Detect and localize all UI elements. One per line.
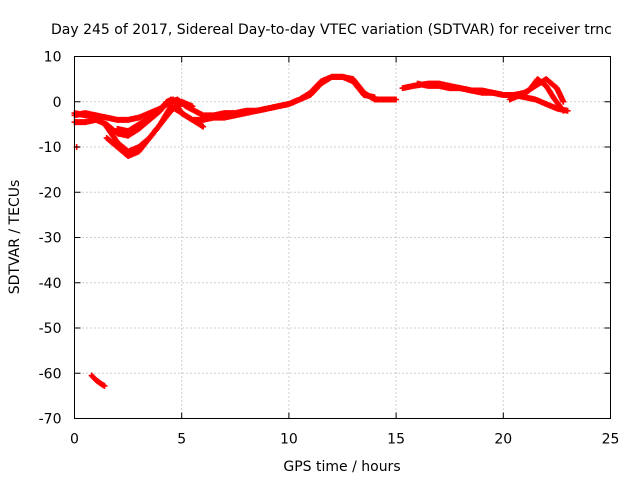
x-axis-label: GPS time / hours	[283, 459, 400, 475]
y-tick-label: -70	[39, 412, 62, 428]
y-tick-label: -60	[39, 366, 62, 382]
y-tick-label: -20	[39, 185, 62, 201]
y-tick-label: -40	[39, 276, 62, 292]
axis-ticks: 0 5 10 15 20 25 10 0 -10 -20 -30 -40 -50 -60 -70	[39, 50, 620, 448]
data-point	[393, 96, 400, 103]
x-tick-label: 20	[494, 432, 512, 448]
y-axis-label: SDTVAR / TECUs	[7, 180, 23, 295]
y-tick-label: -50	[39, 321, 62, 337]
grid	[74, 56, 611, 419]
y-tick-label: 0	[53, 95, 62, 111]
chart-title: Day 245 of 2017, Sidereal Day-to-day VTE…	[51, 22, 612, 38]
data-points	[71, 73, 571, 389]
x-tick-label: 0	[70, 432, 79, 448]
x-tick-label: 5	[177, 432, 186, 448]
data-point	[560, 107, 567, 114]
data-point	[178, 101, 185, 108]
x-tick-label: 25	[602, 432, 620, 448]
x-tick-label: 10	[280, 432, 298, 448]
data-point	[189, 103, 196, 110]
data-point	[559, 106, 566, 113]
data-point	[371, 94, 378, 101]
data-point	[200, 123, 207, 130]
y-tick-label: -30	[39, 231, 62, 247]
data-point	[560, 98, 567, 105]
y-tick-label: 10	[44, 50, 62, 66]
y-tick-label: -10	[39, 140, 62, 156]
x-tick-label: 15	[387, 432, 405, 448]
data-point	[101, 382, 108, 389]
